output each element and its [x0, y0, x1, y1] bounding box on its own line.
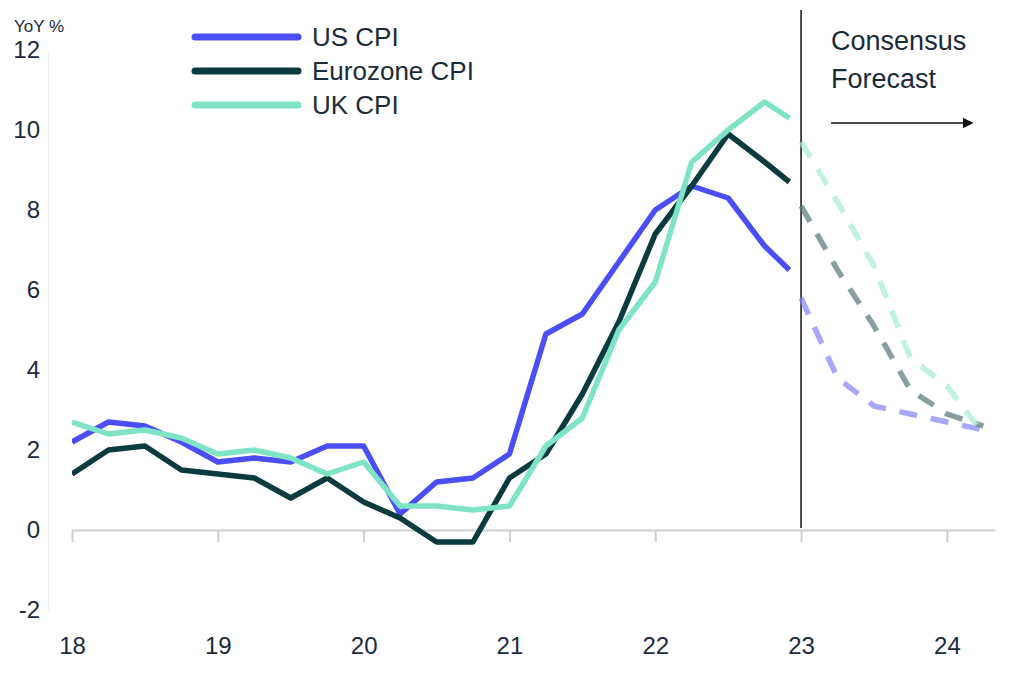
- y-tick: 12: [13, 36, 48, 63]
- y-tick: 4: [27, 356, 48, 383]
- y-axis-title: YoY %: [14, 17, 64, 36]
- x-axis-line: [73, 530, 996, 532]
- x-tick-mark: [363, 530, 365, 542]
- x-tick-mark: [217, 530, 219, 542]
- y-tick-label: 8: [27, 196, 40, 223]
- x-tick-mark: [509, 530, 511, 542]
- x-tick-label: 24: [934, 632, 961, 659]
- x-axis: 18 19 20 21 22 23 24: [59, 530, 995, 659]
- x-tick-label: 20: [351, 632, 378, 659]
- y-tick: 2: [27, 436, 48, 463]
- x-tick: 24: [934, 530, 961, 659]
- legend-label: US CPI: [312, 22, 399, 52]
- x-tick-mark: [72, 530, 74, 542]
- y-tick-label: 6: [27, 276, 40, 303]
- chart-container: -202468101218192021222324YoY %ConsensusF…: [0, 0, 1024, 678]
- series-line: [72, 102, 789, 510]
- x-tick: 21: [497, 530, 524, 659]
- y-tick-label: 4: [27, 356, 40, 383]
- annotation-text: Forecast: [831, 64, 937, 94]
- series-line: [72, 186, 789, 514]
- x-tick-mark: [946, 530, 948, 542]
- x-tick: 18: [59, 530, 86, 659]
- x-tick-mark: [801, 530, 803, 542]
- x-tick: 19: [205, 530, 232, 659]
- forecast-divider: [800, 10, 802, 528]
- x-tick: 23: [788, 530, 815, 659]
- y-tick: 0: [27, 516, 48, 543]
- y-tick-label: 0: [27, 516, 40, 543]
- forecast-line: [801, 142, 983, 434]
- y-axis-line: [48, 51, 49, 611]
- legend-swatch: [195, 102, 298, 109]
- plot-area: [72, 102, 983, 542]
- y-tick: -2: [19, 596, 48, 623]
- legend-label: Eurozone CPI: [312, 56, 474, 86]
- legend-swatch: [195, 68, 298, 75]
- legend: US CPI Eurozone CPI UK CPI: [195, 22, 474, 120]
- y-axis: -2 0 2 4 6 8 10 12: [13, 36, 48, 623]
- x-tick: 20: [351, 530, 378, 659]
- annotation-text: Consensus: [831, 26, 966, 56]
- x-tick-label: 19: [205, 632, 232, 659]
- y-tick-label: 10: [13, 116, 40, 143]
- legend-swatch: [195, 34, 298, 41]
- y-tick: 8: [27, 196, 48, 223]
- x-tick-mark: [655, 530, 657, 542]
- y-tick: 6: [27, 276, 48, 303]
- x-tick-label: 18: [59, 632, 86, 659]
- y-tick-label: 2: [27, 436, 40, 463]
- forecast-arrow: [831, 122, 965, 124]
- x-tick-label: 21: [497, 632, 524, 659]
- x-tick-label: 23: [788, 632, 815, 659]
- chart-svg: -202468101218192021222324YoY %ConsensusF…: [0, 0, 1024, 678]
- legend-label: UK CPI: [312, 90, 399, 120]
- y-tick-label: 12: [13, 36, 40, 63]
- x-tick: 22: [642, 530, 669, 659]
- y-tick-label: -2: [19, 596, 40, 623]
- x-tick-label: 22: [642, 632, 669, 659]
- y-tick: 10: [13, 116, 48, 143]
